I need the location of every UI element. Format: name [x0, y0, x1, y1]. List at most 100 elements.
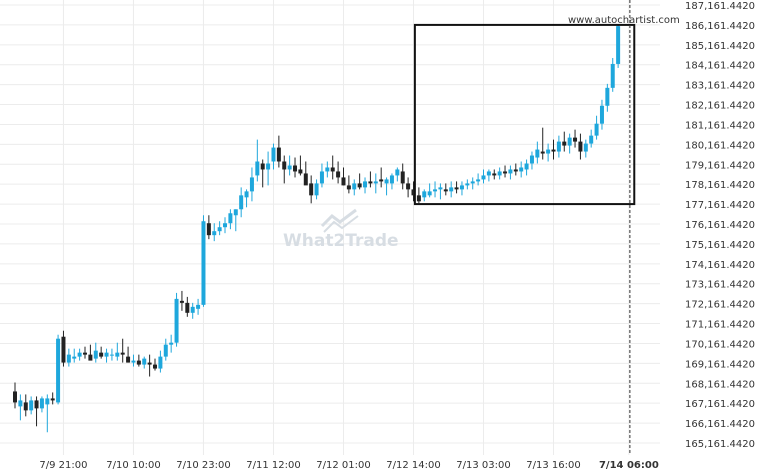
candle-body — [486, 171, 491, 176]
candle-body — [443, 189, 448, 192]
y-tick-label: 165,161.4420 — [685, 439, 755, 450]
x-tick-label: 7/14 06:00 — [599, 460, 659, 471]
candle-body — [589, 135, 594, 144]
x-tick-label: 7/10 10:00 — [106, 460, 160, 471]
candle-body — [605, 87, 610, 106]
candle — [244, 189, 249, 208]
candle — [535, 141, 540, 164]
candle — [368, 171, 373, 188]
candle — [56, 334, 61, 405]
candle — [163, 338, 168, 361]
candle-body — [255, 161, 260, 176]
y-tick-label: 177,161.4420 — [685, 200, 755, 211]
candle — [546, 143, 551, 162]
candle — [400, 163, 405, 190]
candle-body — [131, 360, 136, 363]
candle — [249, 167, 254, 202]
candle — [573, 129, 578, 148]
candle-body — [449, 187, 454, 192]
candle — [255, 139, 260, 182]
candle — [357, 173, 362, 190]
candle — [567, 133, 572, 154]
candle — [422, 189, 427, 202]
y-tick-label: 172,161.4420 — [685, 300, 755, 311]
candle — [185, 296, 190, 317]
candle-body — [357, 183, 362, 188]
candle-body — [513, 169, 518, 172]
candle — [206, 215, 211, 240]
candle — [61, 330, 66, 367]
candle — [282, 155, 287, 184]
candle — [169, 334, 174, 353]
candle-body — [325, 167, 330, 172]
candle-body — [239, 195, 244, 210]
candle-body — [249, 177, 254, 192]
candle-body — [411, 189, 416, 196]
candle — [201, 215, 206, 307]
candle-body — [34, 400, 39, 409]
candle — [147, 354, 152, 377]
candle-body — [228, 213, 233, 224]
x-tick-label: 7/12 01:00 — [316, 460, 370, 471]
candle-body — [427, 191, 432, 196]
candle — [513, 163, 518, 176]
y-tick-label: 173,161.4420 — [685, 280, 755, 291]
candle-body — [535, 149, 540, 158]
candle-body — [271, 147, 276, 162]
candle — [379, 167, 384, 188]
watermark-logo-icon — [320, 208, 359, 233]
candle — [266, 151, 271, 186]
candle-body — [174, 298, 179, 343]
x-tick-label: 7/10 23:00 — [176, 460, 230, 471]
candle-body — [395, 169, 400, 176]
candle — [459, 181, 464, 196]
y-axis: 165,161.4420 166,161.4420 167,161.4420 168,… — [685, 1, 755, 450]
candle — [158, 350, 163, 373]
y-tick-label: 176,161.4420 — [685, 220, 755, 231]
candle — [346, 175, 351, 194]
candle — [34, 396, 39, 427]
candle-body — [433, 189, 438, 192]
candle-body — [153, 364, 158, 369]
autochartist-credit: www.autochartist.com — [568, 15, 680, 26]
candle-body — [319, 171, 324, 184]
candle — [352, 179, 357, 196]
candle-body — [223, 223, 228, 228]
candle-body — [594, 123, 599, 136]
candle — [29, 396, 34, 415]
x-tick-label: 7/9 21:00 — [39, 460, 87, 471]
candle — [260, 159, 265, 188]
candle — [373, 173, 378, 194]
candle-body — [136, 360, 141, 365]
candle — [217, 221, 222, 236]
candle-body — [287, 165, 292, 170]
candle-body — [260, 163, 265, 170]
candle-body — [158, 356, 163, 369]
candle-body — [389, 175, 394, 184]
candle-body — [179, 300, 184, 303]
candle — [228, 209, 233, 230]
candle — [83, 346, 88, 359]
candle — [406, 177, 411, 198]
candle-body — [314, 183, 319, 196]
candle-body — [66, 354, 71, 363]
candle — [551, 139, 556, 160]
candle — [594, 115, 599, 140]
candles — [13, 24, 621, 433]
candle-body — [23, 402, 28, 411]
candle — [50, 392, 55, 405]
candle-body — [459, 185, 464, 190]
candle-body — [363, 181, 368, 188]
candle — [18, 394, 23, 421]
candle-body — [470, 181, 475, 184]
y-tick-label: 185,161.4420 — [685, 41, 755, 52]
candle-body — [276, 147, 281, 162]
candle — [319, 163, 324, 188]
candle-body — [282, 161, 287, 170]
candle-body — [233, 209, 238, 216]
watermark-text: What2Trade — [283, 231, 399, 251]
candle — [276, 135, 281, 168]
candle-body — [201, 221, 206, 305]
y-tick-label: 171,161.4420 — [685, 320, 755, 331]
